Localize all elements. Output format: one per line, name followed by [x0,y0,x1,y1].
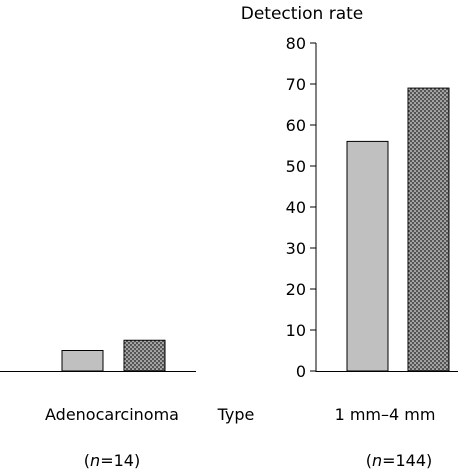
category-label-2: 1 mm–4 mm [335,405,436,424]
sample-size-label-2: (n=144) [366,451,433,470]
y-tick-label-80: 80 [286,34,306,53]
x-axis-label: Type [217,405,255,424]
category-labels: Adenocarcinoma 1 mm–4 mm [45,405,435,424]
y-tick-label-70: 70 [286,75,306,94]
y-axis-ticks: 0 10 20 30 40 50 60 70 80 [286,34,316,381]
y-tick-label-10: 10 [286,321,306,340]
category-label-1: Adenocarcinoma [45,405,179,424]
y-tick-label-0: 0 [296,362,306,381]
bar-group1-series1 [61,350,104,372]
bars [61,87,450,372]
sample-size-labels: (n=14) (n=144) [84,451,433,470]
bar-group1-series2 [123,339,166,372]
chart-title: Detection rate [241,4,364,24]
sample-size-label-1: (n=14) [84,451,140,470]
bar-group2-series1 [346,140,389,372]
y-tick-label-30: 30 [286,239,306,258]
y-tick-label-50: 50 [286,157,306,176]
y-tick-label-60: 60 [286,116,306,135]
y-tick-label-20: 20 [286,280,306,299]
bar-group2-series2 [407,87,450,372]
y-tick-label-40: 40 [286,198,306,217]
